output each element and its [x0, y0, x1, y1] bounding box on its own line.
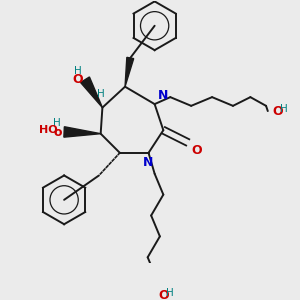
Polygon shape [64, 127, 101, 137]
Text: O: O [272, 105, 283, 118]
Text: H: H [97, 89, 104, 99]
Text: o: o [54, 126, 62, 139]
Text: H: H [53, 118, 61, 128]
Text: HO: HO [38, 125, 57, 135]
Polygon shape [125, 57, 134, 87]
Text: O: O [73, 73, 83, 86]
Text: H: H [280, 104, 288, 114]
Text: N: N [143, 156, 154, 169]
Text: O: O [158, 289, 169, 300]
Text: H: H [74, 66, 82, 76]
Text: H: H [166, 288, 174, 298]
Polygon shape [81, 77, 102, 108]
Text: N: N [158, 89, 169, 102]
Text: O: O [191, 144, 202, 157]
